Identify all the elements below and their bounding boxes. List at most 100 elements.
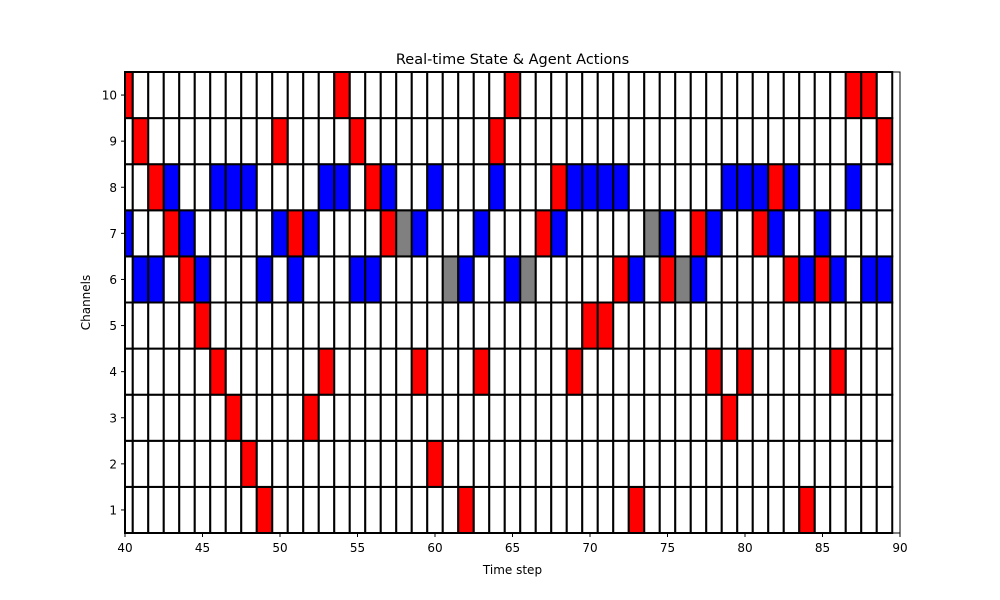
cell-empty — [457, 347, 475, 396]
cell-red — [124, 71, 134, 120]
cell-empty — [674, 71, 692, 120]
cell-empty — [193, 485, 212, 534]
cell-empty — [333, 439, 351, 488]
cell-empty — [286, 117, 305, 166]
cell-empty — [240, 301, 258, 350]
cell-empty — [472, 117, 491, 166]
cell-empty — [860, 347, 878, 396]
cell-empty — [178, 485, 196, 534]
cell-blue — [767, 209, 785, 258]
cell-empty — [782, 301, 801, 350]
cell-empty — [782, 485, 801, 534]
x-tick-label: 50 — [272, 541, 287, 555]
cell-empty — [131, 71, 150, 120]
cell-red — [488, 117, 506, 166]
cell-blue — [147, 255, 165, 304]
cell-red — [860, 71, 878, 120]
cell-empty — [736, 301, 754, 350]
cell-blue — [860, 255, 878, 304]
cell-empty — [798, 347, 816, 396]
cell-gray — [643, 209, 661, 258]
cell-empty — [627, 347, 646, 396]
cell-empty — [798, 71, 816, 120]
cell-empty — [333, 117, 351, 166]
cell-empty — [124, 347, 134, 396]
cell-blue — [736, 163, 754, 212]
cell-empty — [860, 301, 878, 350]
cell-empty — [286, 485, 305, 534]
cell-empty — [162, 347, 181, 396]
cell-empty — [193, 117, 212, 166]
cell-empty — [519, 163, 537, 212]
cell-empty — [441, 347, 460, 396]
cell-empty — [302, 255, 320, 304]
cell-empty — [751, 439, 770, 488]
cell-empty — [162, 393, 181, 442]
cell-empty — [875, 209, 894, 258]
cell-empty — [224, 209, 243, 258]
cell-empty — [612, 117, 630, 166]
cell-empty — [751, 301, 770, 350]
cell-empty — [550, 347, 568, 396]
cell-empty — [736, 209, 754, 258]
cell-empty — [472, 71, 491, 120]
cell-empty — [581, 71, 599, 120]
cell-empty — [813, 347, 832, 396]
cell-empty — [689, 439, 708, 488]
cell-empty — [457, 71, 475, 120]
cell-empty — [488, 301, 506, 350]
cell-empty — [612, 71, 630, 120]
cell-empty — [596, 347, 615, 396]
cell-empty — [317, 71, 336, 120]
cell-empty — [534, 117, 553, 166]
cell-empty — [271, 163, 289, 212]
cell-empty — [240, 71, 258, 120]
cell-empty — [813, 163, 832, 212]
cell-red — [209, 347, 227, 396]
cell-empty — [147, 439, 165, 488]
cell-blue — [829, 255, 847, 304]
cell-empty — [302, 301, 320, 350]
cell-empty — [782, 347, 801, 396]
cell-gray — [519, 255, 537, 304]
cell-empty — [534, 485, 553, 534]
cell-blue — [875, 255, 894, 304]
cell-empty — [550, 71, 568, 120]
cell-empty — [162, 485, 181, 534]
cell-red — [751, 209, 770, 258]
cell-empty — [124, 301, 134, 350]
cell-empty — [689, 71, 708, 120]
cell-empty — [612, 347, 630, 396]
cell-empty — [131, 393, 150, 442]
cell-empty — [457, 301, 475, 350]
cell-empty — [751, 393, 770, 442]
cell-empty — [162, 117, 181, 166]
cell-empty — [736, 439, 754, 488]
cell-empty — [596, 439, 615, 488]
x-tick-label: 45 — [195, 541, 210, 555]
cell-empty — [348, 209, 367, 258]
x-tick-label: 55 — [350, 541, 365, 555]
cell-empty — [395, 255, 413, 304]
cell-blue — [178, 209, 196, 258]
cell-red — [426, 439, 444, 488]
cell-empty — [178, 393, 196, 442]
cell-empty — [612, 439, 630, 488]
cell-red — [255, 485, 274, 534]
cell-empty — [767, 393, 785, 442]
x-tick-label: 40 — [117, 541, 132, 555]
cell-red — [302, 393, 320, 442]
cell-empty — [488, 439, 506, 488]
cell-empty — [395, 347, 413, 396]
cell-blue — [255, 255, 274, 304]
cell-empty — [364, 347, 382, 396]
cell-empty — [410, 71, 429, 120]
cell-empty — [736, 393, 754, 442]
cell-empty — [224, 301, 243, 350]
y-tick-label: 2 — [109, 457, 117, 471]
cell-empty — [674, 347, 692, 396]
cell-empty — [674, 301, 692, 350]
cell-empty — [813, 301, 832, 350]
cell-empty — [875, 301, 894, 350]
cell-red — [767, 163, 785, 212]
